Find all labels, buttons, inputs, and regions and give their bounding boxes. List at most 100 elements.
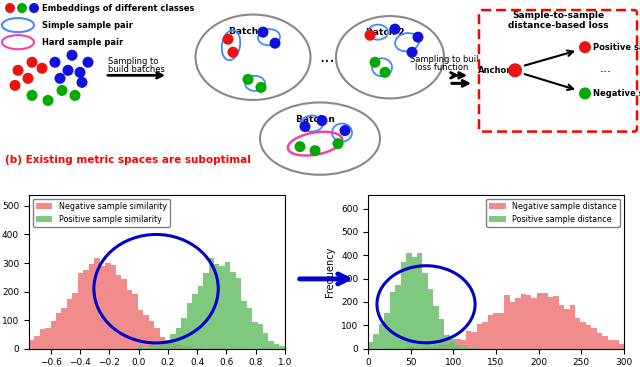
- Bar: [181, 346, 187, 349]
- Bar: [385, 313, 390, 349]
- Bar: [406, 253, 412, 349]
- Text: Sampling to build: Sampling to build: [410, 55, 484, 64]
- Bar: [591, 328, 596, 349]
- Bar: [526, 295, 531, 349]
- Text: Positive sample: Positive sample: [593, 43, 640, 52]
- Bar: [236, 277, 241, 349]
- Bar: [379, 324, 385, 349]
- Bar: [214, 264, 220, 349]
- Text: Anchor: Anchor: [477, 66, 511, 75]
- Bar: [368, 342, 374, 349]
- Circle shape: [54, 73, 65, 84]
- Bar: [257, 324, 263, 349]
- Bar: [29, 340, 35, 349]
- Bar: [225, 262, 230, 349]
- Bar: [241, 301, 246, 349]
- Bar: [72, 293, 78, 349]
- Bar: [170, 343, 176, 349]
- Bar: [433, 306, 439, 349]
- Bar: [220, 266, 225, 349]
- Bar: [422, 273, 428, 349]
- Bar: [390, 292, 396, 349]
- Circle shape: [36, 63, 47, 74]
- Circle shape: [257, 27, 269, 38]
- Bar: [575, 318, 580, 349]
- Bar: [412, 257, 417, 349]
- Bar: [165, 339, 170, 349]
- Bar: [274, 344, 279, 349]
- Bar: [472, 348, 477, 349]
- Bar: [203, 273, 209, 349]
- Bar: [181, 319, 187, 349]
- Bar: [159, 337, 165, 349]
- Bar: [78, 273, 83, 349]
- Circle shape: [339, 125, 351, 136]
- Circle shape: [255, 82, 266, 93]
- Circle shape: [300, 121, 310, 132]
- Circle shape: [26, 90, 38, 101]
- Text: Batch 2: Batch 2: [365, 28, 404, 37]
- Bar: [176, 327, 181, 349]
- Circle shape: [5, 3, 15, 13]
- Bar: [537, 292, 542, 349]
- Circle shape: [333, 138, 344, 149]
- Bar: [450, 339, 455, 349]
- Text: Batch 1: Batch 1: [228, 27, 268, 36]
- Bar: [553, 296, 559, 349]
- Bar: [89, 264, 94, 349]
- Circle shape: [83, 57, 93, 68]
- Bar: [422, 347, 428, 349]
- Circle shape: [413, 32, 424, 43]
- Bar: [187, 303, 192, 349]
- Circle shape: [67, 50, 77, 61]
- Text: Batch n: Batch n: [296, 115, 335, 124]
- Bar: [159, 342, 165, 349]
- Bar: [412, 347, 417, 349]
- Bar: [105, 263, 111, 349]
- Circle shape: [294, 141, 305, 152]
- Bar: [214, 348, 220, 349]
- Bar: [450, 342, 455, 349]
- Circle shape: [56, 85, 67, 96]
- Text: Simple sample pair: Simple sample pair: [42, 21, 133, 30]
- Bar: [428, 288, 433, 349]
- Bar: [279, 346, 285, 349]
- Bar: [444, 335, 450, 349]
- Circle shape: [13, 65, 24, 76]
- Bar: [198, 348, 203, 349]
- Circle shape: [269, 38, 280, 49]
- Bar: [116, 275, 122, 349]
- Bar: [548, 297, 553, 349]
- Bar: [417, 253, 422, 349]
- Bar: [198, 286, 203, 349]
- Bar: [444, 344, 450, 349]
- Circle shape: [29, 3, 39, 13]
- Circle shape: [310, 145, 321, 156]
- Bar: [246, 308, 252, 349]
- Circle shape: [223, 34, 234, 45]
- Bar: [455, 345, 461, 349]
- Circle shape: [243, 74, 253, 85]
- Bar: [483, 321, 488, 349]
- Circle shape: [579, 87, 591, 99]
- Y-axis label: Frequency: Frequency: [326, 246, 335, 297]
- Circle shape: [227, 47, 239, 58]
- Legend: Negative sample distance, Positive sample distance: Negative sample distance, Positive sampl…: [486, 199, 620, 227]
- Text: (b) Existing metric spaces are suboptimal: (b) Existing metric spaces are suboptima…: [5, 155, 251, 165]
- Circle shape: [70, 90, 81, 101]
- Bar: [148, 321, 154, 349]
- Bar: [127, 290, 132, 349]
- Circle shape: [26, 57, 38, 68]
- Bar: [268, 341, 274, 349]
- Text: Embeddings of different classes: Embeddings of different classes: [42, 4, 195, 12]
- Bar: [154, 328, 159, 349]
- Bar: [439, 344, 444, 349]
- Bar: [472, 332, 477, 349]
- Bar: [94, 258, 100, 349]
- Bar: [613, 340, 618, 349]
- Bar: [618, 344, 624, 349]
- Circle shape: [406, 47, 417, 58]
- Bar: [461, 346, 466, 349]
- Bar: [176, 344, 181, 349]
- Circle shape: [369, 57, 381, 68]
